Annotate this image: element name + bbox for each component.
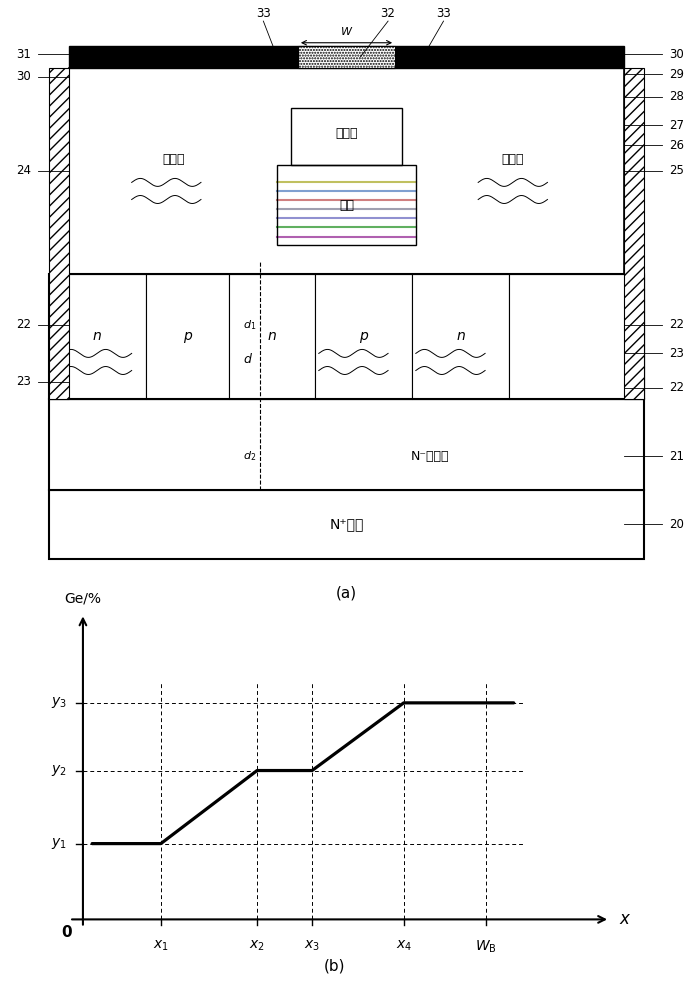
Text: 0: 0 bbox=[62, 925, 72, 940]
Text: $x_2$: $x_2$ bbox=[249, 938, 265, 953]
Bar bbox=[152, 46, 208, 68]
Text: 22: 22 bbox=[669, 381, 684, 394]
Bar bbox=[146, 274, 229, 399]
Text: $y_2$: $y_2$ bbox=[51, 763, 67, 778]
Text: $y_1$: $y_1$ bbox=[51, 836, 67, 851]
Bar bbox=[412, 274, 509, 399]
Bar bbox=[49, 68, 69, 399]
Bar bbox=[49, 274, 644, 399]
Text: 30: 30 bbox=[669, 48, 683, 61]
Text: (b): (b) bbox=[324, 959, 346, 974]
Text: $W_\mathrm{B}$: $W_\mathrm{B}$ bbox=[475, 938, 497, 955]
Text: $x_4$: $x_4$ bbox=[396, 938, 412, 953]
Text: 22: 22 bbox=[669, 318, 684, 331]
Text: (a): (a) bbox=[336, 585, 357, 600]
Text: 32: 32 bbox=[380, 7, 396, 20]
Bar bbox=[49, 274, 146, 399]
Bar bbox=[49, 399, 644, 490]
Text: 20: 20 bbox=[669, 518, 683, 531]
Bar bbox=[76, 46, 132, 68]
Text: 26: 26 bbox=[669, 139, 684, 152]
Text: p: p bbox=[360, 329, 368, 343]
Text: $d_2$: $d_2$ bbox=[243, 449, 256, 463]
Text: N⁺衬底: N⁺衬底 bbox=[329, 517, 364, 531]
Text: 23: 23 bbox=[17, 375, 31, 388]
Text: 基区: 基区 bbox=[339, 199, 354, 212]
Text: $W$: $W$ bbox=[340, 25, 353, 37]
Text: 24: 24 bbox=[16, 164, 31, 178]
Text: 23: 23 bbox=[669, 347, 683, 360]
Text: p: p bbox=[183, 329, 191, 343]
Text: $x$: $x$ bbox=[619, 910, 631, 928]
Bar bbox=[624, 68, 644, 399]
Text: 29: 29 bbox=[669, 68, 684, 81]
Text: 25: 25 bbox=[669, 164, 683, 178]
Bar bbox=[69, 68, 624, 274]
Bar bbox=[49, 490, 644, 559]
Text: $y_3$: $y_3$ bbox=[51, 695, 67, 710]
Text: 发射区: 发射区 bbox=[335, 127, 358, 140]
Text: 外基区: 外基区 bbox=[502, 153, 524, 166]
Text: n: n bbox=[93, 329, 101, 343]
Text: 33: 33 bbox=[436, 7, 451, 20]
Bar bbox=[485, 46, 541, 68]
Bar bbox=[298, 46, 395, 68]
Text: $d$: $d$ bbox=[243, 352, 253, 366]
Text: 22: 22 bbox=[16, 318, 31, 331]
Text: $x_3$: $x_3$ bbox=[304, 938, 320, 953]
Text: 28: 28 bbox=[669, 90, 683, 103]
Text: $x_1$: $x_1$ bbox=[153, 938, 169, 953]
Bar bbox=[291, 108, 402, 165]
Text: n: n bbox=[457, 329, 465, 343]
Bar bbox=[509, 274, 644, 399]
Text: 21: 21 bbox=[669, 450, 684, 462]
Text: Ge/%: Ge/% bbox=[64, 591, 101, 605]
Bar bbox=[315, 274, 412, 399]
Bar bbox=[69, 46, 624, 68]
Bar bbox=[229, 274, 315, 399]
Bar bbox=[561, 46, 617, 68]
Text: 31: 31 bbox=[17, 48, 31, 61]
Text: 27: 27 bbox=[669, 119, 684, 132]
Text: 30: 30 bbox=[17, 70, 31, 83]
Bar bbox=[277, 165, 416, 245]
Text: N⁻集电区: N⁻集电区 bbox=[410, 450, 449, 462]
Text: $d_1$: $d_1$ bbox=[243, 318, 256, 332]
Text: 外基区: 外基区 bbox=[162, 153, 184, 166]
Text: n: n bbox=[267, 329, 277, 343]
Text: 33: 33 bbox=[256, 7, 271, 20]
